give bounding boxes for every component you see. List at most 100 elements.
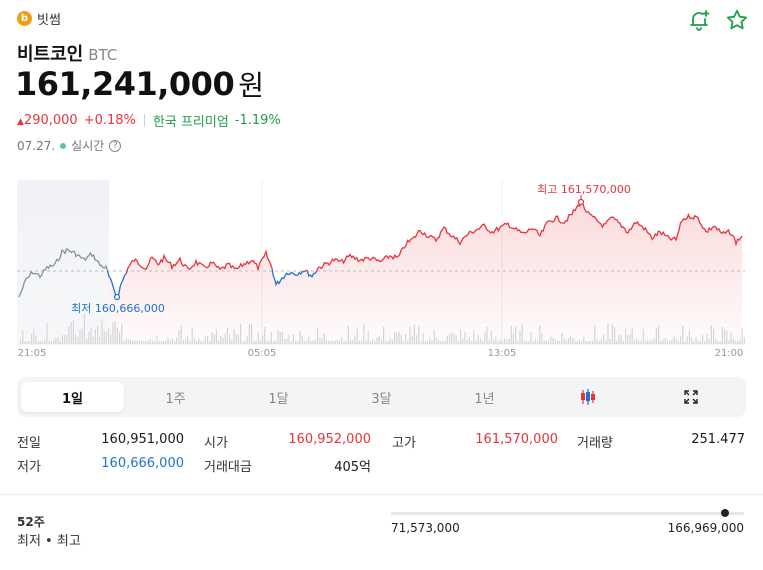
low-label: 저가 xyxy=(17,460,41,475)
open-label: 시가 xyxy=(204,436,228,451)
volume-bar xyxy=(741,328,743,344)
volume-bar xyxy=(743,337,745,344)
live-dot-icon xyxy=(60,142,67,149)
stats-row: 전일 160,951,000 시가 160,952,000 고가 161,570… xyxy=(17,432,746,456)
prev-close-label: 전일 xyxy=(17,436,41,451)
volume-bar xyxy=(86,338,88,344)
volume-bar xyxy=(50,341,52,344)
high-label: 최고 161,570,000 xyxy=(537,183,631,196)
x-tick-label: 21:00 xyxy=(715,348,744,359)
volume-bar xyxy=(94,329,96,344)
series-line-prev xyxy=(18,248,109,298)
low-value: 160,666,000 xyxy=(101,456,184,471)
volume-bar xyxy=(64,335,66,344)
volume-bar xyxy=(72,320,74,344)
stats-row: 저가 160,666,000 거래대금 405억 xyxy=(17,456,746,480)
live-label: 실시간 xyxy=(71,139,105,153)
change-row: ▲290,000 +0.18% 한국 프리미엄 -1.19% xyxy=(17,111,281,130)
volume-bar xyxy=(61,335,63,344)
price-lines xyxy=(18,201,743,300)
week52-subtitle: 최저 • 최고 xyxy=(17,534,81,549)
week52-range-marker xyxy=(721,509,729,517)
period-tabs: 1일 1주 1달 3달 1년 xyxy=(17,377,746,417)
low-label: 최저 160,666,000 xyxy=(71,302,165,315)
series-line-up xyxy=(125,249,273,274)
week52-title: 52주 xyxy=(17,515,45,529)
volume-bar xyxy=(83,313,85,344)
volume-bar xyxy=(37,341,39,344)
volume-bar xyxy=(103,330,105,344)
star-icon[interactable] xyxy=(725,8,749,32)
volume-bar xyxy=(59,341,61,344)
help-icon[interactable]: ? xyxy=(109,139,122,152)
volume-bar xyxy=(88,331,90,344)
tab-1w[interactable]: 1주 xyxy=(165,391,186,407)
volume-bar xyxy=(44,340,46,344)
x-tick-label: 21:05 xyxy=(18,348,47,359)
week52-label: 52주 최저 • 최고 xyxy=(17,512,81,552)
volume-bar xyxy=(39,341,41,344)
chart-svg: 최고 161,570,000 최저 160,666,000 21:05 05:0… xyxy=(17,180,745,359)
week52-range-track xyxy=(391,512,744,515)
series-line-down xyxy=(271,268,305,287)
x-tick-label: 13:05 xyxy=(488,348,517,359)
high-label: 고가 xyxy=(392,436,416,451)
candlestick-toggle[interactable] xyxy=(536,382,639,412)
top-actions xyxy=(687,8,749,32)
high-marker xyxy=(577,198,585,206)
volume-bar xyxy=(105,331,107,344)
volume-bar xyxy=(75,334,77,344)
chart-area xyxy=(109,202,742,344)
volume-bar xyxy=(55,337,57,344)
volume-bar xyxy=(81,328,83,344)
premium-value: -1.19% xyxy=(234,113,281,128)
change-percent: +0.18% xyxy=(83,113,136,128)
series-line-down xyxy=(306,270,318,278)
volume-bar xyxy=(101,318,103,344)
exchange-name: 빗썸 xyxy=(37,13,61,28)
volume-bar xyxy=(42,340,44,344)
tab-1d[interactable]: 1일 xyxy=(21,382,124,412)
coin-symbol: BTC xyxy=(88,46,118,64)
bell-plus-icon[interactable] xyxy=(687,8,711,32)
volume-value: 251.477 xyxy=(691,432,745,447)
volume-bar xyxy=(48,341,50,344)
volume-bar xyxy=(108,328,110,344)
series-line-up xyxy=(315,201,743,272)
tab-1m[interactable]: 1달 xyxy=(268,391,289,407)
open-value: 160,952,000 xyxy=(288,432,371,447)
prev-session-band xyxy=(17,180,109,344)
x-tick-label: 05:05 xyxy=(248,348,277,359)
exchange-header: b 빗썸 xyxy=(17,9,61,28)
current-price: 161,241,000 원 xyxy=(15,64,264,104)
change-amount: ▲290,000 xyxy=(17,113,78,128)
week52-high: 166,969,000 xyxy=(667,521,744,535)
price-value: 161,241,000 xyxy=(15,65,235,103)
volume-bar xyxy=(77,337,79,344)
volume-bar xyxy=(28,341,30,344)
volume-bar xyxy=(31,333,33,344)
section-divider xyxy=(0,494,763,495)
volume-bar xyxy=(33,329,35,344)
low-marker xyxy=(113,293,121,301)
volume-bar xyxy=(97,325,99,344)
exchange-logo: b xyxy=(17,11,32,26)
volume-bar xyxy=(53,340,55,344)
tab-1y[interactable]: 1년 xyxy=(474,391,495,407)
trade-value-label: 거래대금 xyxy=(204,460,252,475)
high-value: 161,570,000 xyxy=(475,432,558,447)
volume-bar xyxy=(20,339,22,344)
volume-bar xyxy=(68,326,70,344)
volume-label: 거래량 xyxy=(577,436,613,451)
volume-bar xyxy=(57,336,59,344)
volume-bar xyxy=(79,329,81,344)
expand-button[interactable] xyxy=(639,382,742,412)
price-chart[interactable]: 최고 161,570,000 최저 160,666,000 21:05 05:0… xyxy=(0,170,763,365)
volume-bar xyxy=(70,322,72,344)
trade-value-value: 405억 xyxy=(334,460,371,475)
expand-icon xyxy=(683,390,698,404)
divider xyxy=(143,114,145,127)
volume-bar xyxy=(92,337,94,344)
tab-3m[interactable]: 3달 xyxy=(371,391,392,407)
stats-grid: 전일 160,951,000 시가 160,952,000 고가 161,570… xyxy=(17,432,746,480)
